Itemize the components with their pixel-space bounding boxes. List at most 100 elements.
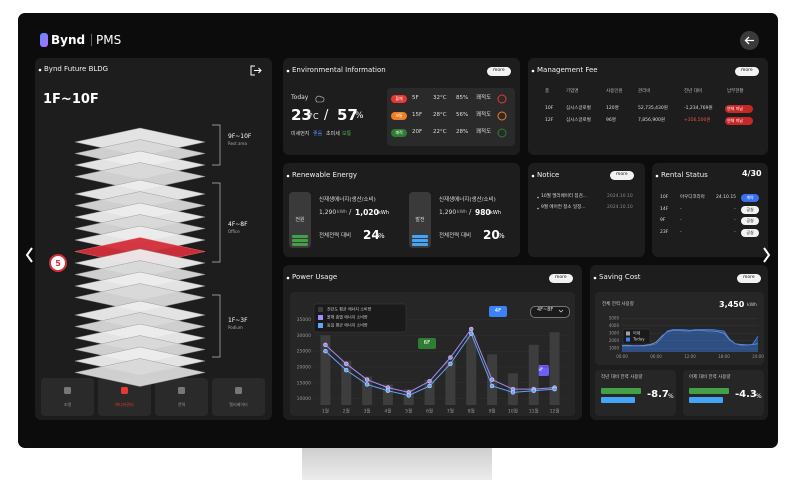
status-badge — [391, 112, 407, 120]
consumed: 980 — [475, 208, 491, 217]
more-label[interactable]: more — [555, 275, 567, 280]
rental-tenant: - — [680, 218, 682, 223]
divider — [91, 34, 92, 46]
tab-button[interactable] — [155, 378, 208, 416]
rental-status: 공실 — [746, 229, 754, 235]
zone-name: Podium — [228, 325, 243, 330]
rental-floor: 23F — [660, 229, 669, 235]
separator: / — [324, 108, 329, 123]
unit: kWh — [337, 210, 347, 215]
zone-name: Rest area — [228, 141, 247, 146]
zone-floors: 4F~8F — [228, 221, 248, 228]
notice-text: 10월 엘리베이터 점검... — [541, 194, 587, 199]
panel-title: Environmental Information — [292, 66, 386, 74]
more-button[interactable] — [735, 67, 759, 76]
table-cell: 120명 — [606, 106, 619, 111]
battery-cell — [412, 243, 428, 246]
battery-cell — [412, 239, 428, 242]
floor-callout — [489, 306, 507, 317]
table-header: 층 — [545, 89, 550, 94]
comfort-cell: 20F — [412, 129, 423, 135]
energy-label: 신재생에너지(생산/소비) — [439, 197, 496, 203]
table-header: 사용인원 — [606, 89, 623, 94]
table-header: 납부현황 — [727, 89, 744, 94]
building-panel — [35, 58, 272, 420]
status-badge — [391, 129, 407, 137]
rental-pill — [741, 217, 759, 225]
status-label: 불쾌 — [395, 96, 403, 101]
battery-cell — [412, 235, 428, 238]
tab-label[interactable]: 조명 — [63, 402, 72, 407]
rental-floor: 10F — [660, 195, 669, 200]
floor-dropdown[interactable] — [530, 306, 570, 318]
battery-cell — [292, 243, 308, 246]
comfort-cell: 쾌적도 — [476, 95, 492, 101]
more-button[interactable] — [737, 274, 761, 283]
more-button[interactable] — [610, 171, 634, 180]
more-button[interactable] — [487, 67, 511, 76]
dropdown-label[interactable]: 4F~8F — [537, 307, 554, 313]
tab-button[interactable] — [212, 378, 265, 416]
notice-date: 2024.10.10 — [607, 194, 633, 199]
table-header: 기업명 — [566, 89, 579, 94]
more-label[interactable]: more — [493, 68, 505, 73]
more-label[interactable]: more — [616, 172, 628, 177]
more-button[interactable] — [549, 274, 573, 283]
panel-title: Management Fee — [537, 66, 598, 74]
compare-bar — [689, 397, 723, 403]
ratio-unit: % — [378, 232, 385, 240]
rental-pill — [741, 205, 759, 214]
air-quality: 보통 — [342, 131, 352, 137]
rental-tenant: 아우디코리아 — [680, 195, 705, 200]
callout-label: 4F — [494, 308, 502, 314]
compare-value: -8.7 — [647, 389, 669, 400]
produced: 1,290 — [439, 209, 457, 216]
unit: kWh — [378, 210, 390, 216]
more-label[interactable]: more — [741, 68, 753, 73]
usage-label: 전체 전력 사용량 — [602, 302, 634, 307]
unit: kWh — [457, 210, 467, 215]
product: PMS — [96, 33, 122, 47]
comfort-cell: 쾌적도 — [476, 112, 492, 118]
more-label[interactable]: more — [743, 275, 755, 280]
usage-unit: kWh — [747, 303, 757, 308]
tab-button[interactable] — [98, 378, 151, 416]
usage-total: 3,450 — [719, 300, 745, 309]
produced: 1,290 — [319, 209, 337, 216]
comfort-cell: 28°C — [433, 112, 447, 118]
payment-status: 연체 미납 — [727, 118, 743, 123]
rental-tenant: - — [680, 206, 682, 212]
notice-text: 9월 에어컨 청소 일정... — [541, 205, 586, 210]
panel-title: Bynd Future BLDG — [44, 65, 109, 73]
callout-label: 6F — [423, 340, 431, 346]
usage-box — [595, 292, 764, 365]
table-cell: 심시스글로벌 — [566, 118, 591, 123]
zone-floors: 9F~10F — [228, 133, 252, 140]
battery-cell — [292, 235, 308, 238]
status-label: 쾌적 — [395, 130, 403, 135]
humidity-unit: % — [355, 111, 364, 121]
tab-button[interactable] — [41, 378, 94, 416]
payment-pill — [725, 105, 753, 113]
table-header: 전년 대비 — [684, 89, 702, 94]
comfort-cell: 28% — [456, 129, 469, 135]
ratio-label: 전체전력 대비 — [439, 233, 472, 239]
rental-date: - — [734, 206, 736, 212]
table-cell: 심시스글로벌 — [566, 106, 591, 111]
tab-label[interactable]: 에너지관리 — [115, 402, 134, 407]
tab-label[interactable]: 엘리베이터 — [229, 402, 248, 407]
rental-date: - — [734, 229, 736, 235]
ratio-label: 전체전력 대비 — [319, 233, 352, 239]
air-quality: 좋음 — [313, 131, 323, 137]
rental-pill — [741, 228, 759, 237]
tab-label[interactable]: 전력 — [177, 402, 186, 407]
consumed: 1,020 — [355, 208, 379, 217]
panel-title: Renewable Energy — [292, 171, 358, 179]
comfort-box — [387, 88, 515, 146]
rental-floor: 9F — [660, 218, 666, 223]
back-button[interactable] — [740, 31, 759, 50]
table-cell: 12F — [545, 118, 554, 123]
today-label: Today — [291, 94, 309, 101]
separator: / — [469, 208, 472, 216]
panel-title: Rental Status — [661, 171, 708, 179]
